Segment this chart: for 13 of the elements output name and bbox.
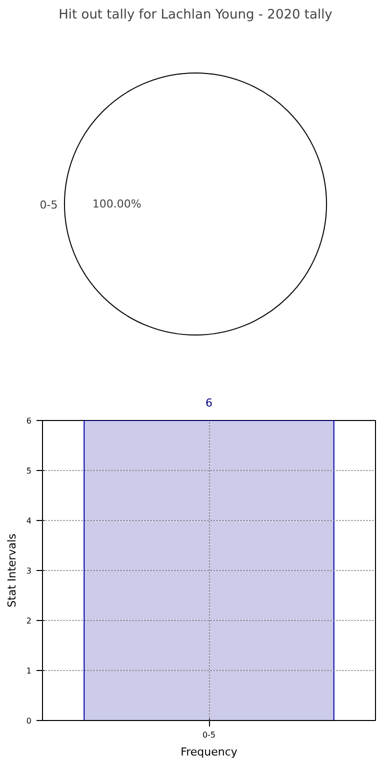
- y-tick-label: 5: [26, 466, 32, 476]
- data-label: 100.00%: [92, 198, 142, 210]
- y-tick-label: 2: [26, 616, 32, 626]
- y-tick-label: 6: [26, 416, 32, 426]
- slice-label: 0-5: [40, 198, 58, 212]
- y-tick-label: 4: [26, 516, 32, 526]
- y-tick-label: 3: [26, 566, 32, 576]
- y-tick-label: 0: [26, 716, 32, 726]
- chart-title: Hit out tally for Lachlan Young - 2020 tally: [58, 8, 333, 22]
- y-axis-title: Stat Intervals: [5, 533, 18, 608]
- x-axis-title: Frequency: [180, 746, 238, 758]
- data-label: 6: [206, 396, 212, 410]
- y-tick-label: 1: [26, 666, 32, 676]
